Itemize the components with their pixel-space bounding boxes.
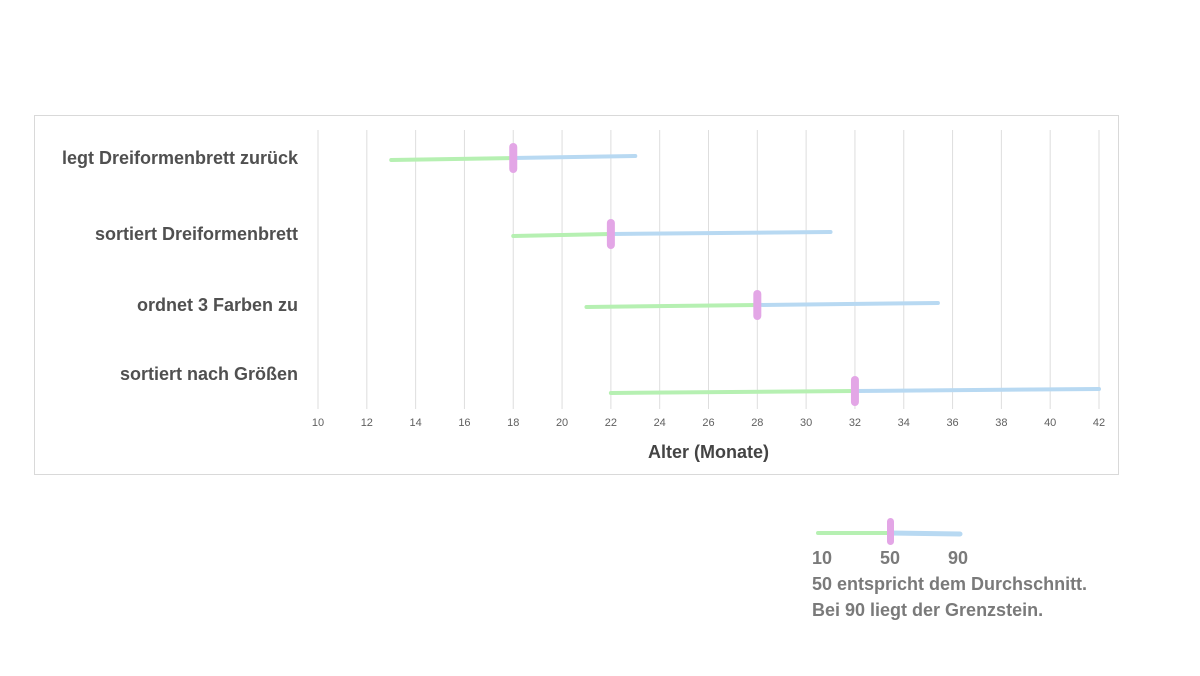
x-tick-label: 16 [458, 417, 470, 429]
median-marker [850, 376, 859, 406]
x-axis-title: Alter (Monate) [648, 442, 769, 462]
x-tick-label: 20 [556, 417, 568, 429]
x-tick-label: 30 [800, 417, 812, 429]
legend-note-milestone: Bei 90 liegt der Grenzstein. [812, 600, 1044, 620]
range-bar-lower [608, 389, 857, 395]
legend-median-marker [887, 518, 894, 545]
x-tick-label: 14 [410, 417, 422, 429]
category-label: legt Dreiformenbrett zurück [62, 148, 299, 168]
category-label: sortiert nach Größen [120, 364, 298, 384]
range-bar-lower [511, 232, 613, 238]
median-marker [753, 290, 762, 320]
chart-area: 10 12 14 16 18 20 22 24 26 28 30 32 34 36 38 40 42 Alter … [34, 115, 1119, 475]
legend: 10 50 90 50 entspricht dem Durchschnitt.… [800, 510, 1160, 630]
x-tick-label: 28 [751, 417, 763, 429]
range-bar-upper [511, 154, 638, 160]
median-marker [606, 219, 615, 249]
category-label: sortiert Dreiformenbrett [95, 224, 298, 244]
x-tick-label: 40 [1044, 417, 1056, 429]
x-tick-label: 26 [702, 417, 714, 429]
x-tick-label: 42 [1093, 417, 1105, 429]
range-chart: 10 12 14 16 18 20 22 24 26 28 30 32 34 36 38 40 42 Alter … [62, 130, 1105, 462]
x-tick-label: 10 [312, 417, 324, 429]
median-marker [509, 143, 518, 173]
legend-upper-segment [887, 530, 963, 537]
range-bar-lower [389, 156, 516, 162]
legend-label-50: 50 [880, 548, 901, 568]
range-bar-upper [852, 387, 1101, 393]
legend-label-10: 10 [812, 548, 833, 568]
x-tick-label: 32 [849, 417, 861, 429]
legend-note-average: 50 entspricht dem Durchschnitt. [812, 574, 1088, 594]
x-tick-label: 36 [946, 417, 958, 429]
x-tick-label: 12 [361, 417, 373, 429]
range-bar-lower [584, 303, 760, 309]
range-bar-upper [608, 230, 833, 236]
x-tick-label: 18 [507, 417, 519, 429]
x-tick-label: 24 [654, 417, 666, 429]
legend-sample-bar [816, 518, 963, 545]
x-tick-label: 34 [898, 417, 910, 429]
range-bar-upper [755, 301, 940, 307]
x-tick-label: 38 [995, 417, 1007, 429]
x-tick-label: 22 [605, 417, 617, 429]
category-label: ordnet 3 Farben zu [137, 295, 298, 315]
legend-label-90: 90 [948, 548, 969, 568]
